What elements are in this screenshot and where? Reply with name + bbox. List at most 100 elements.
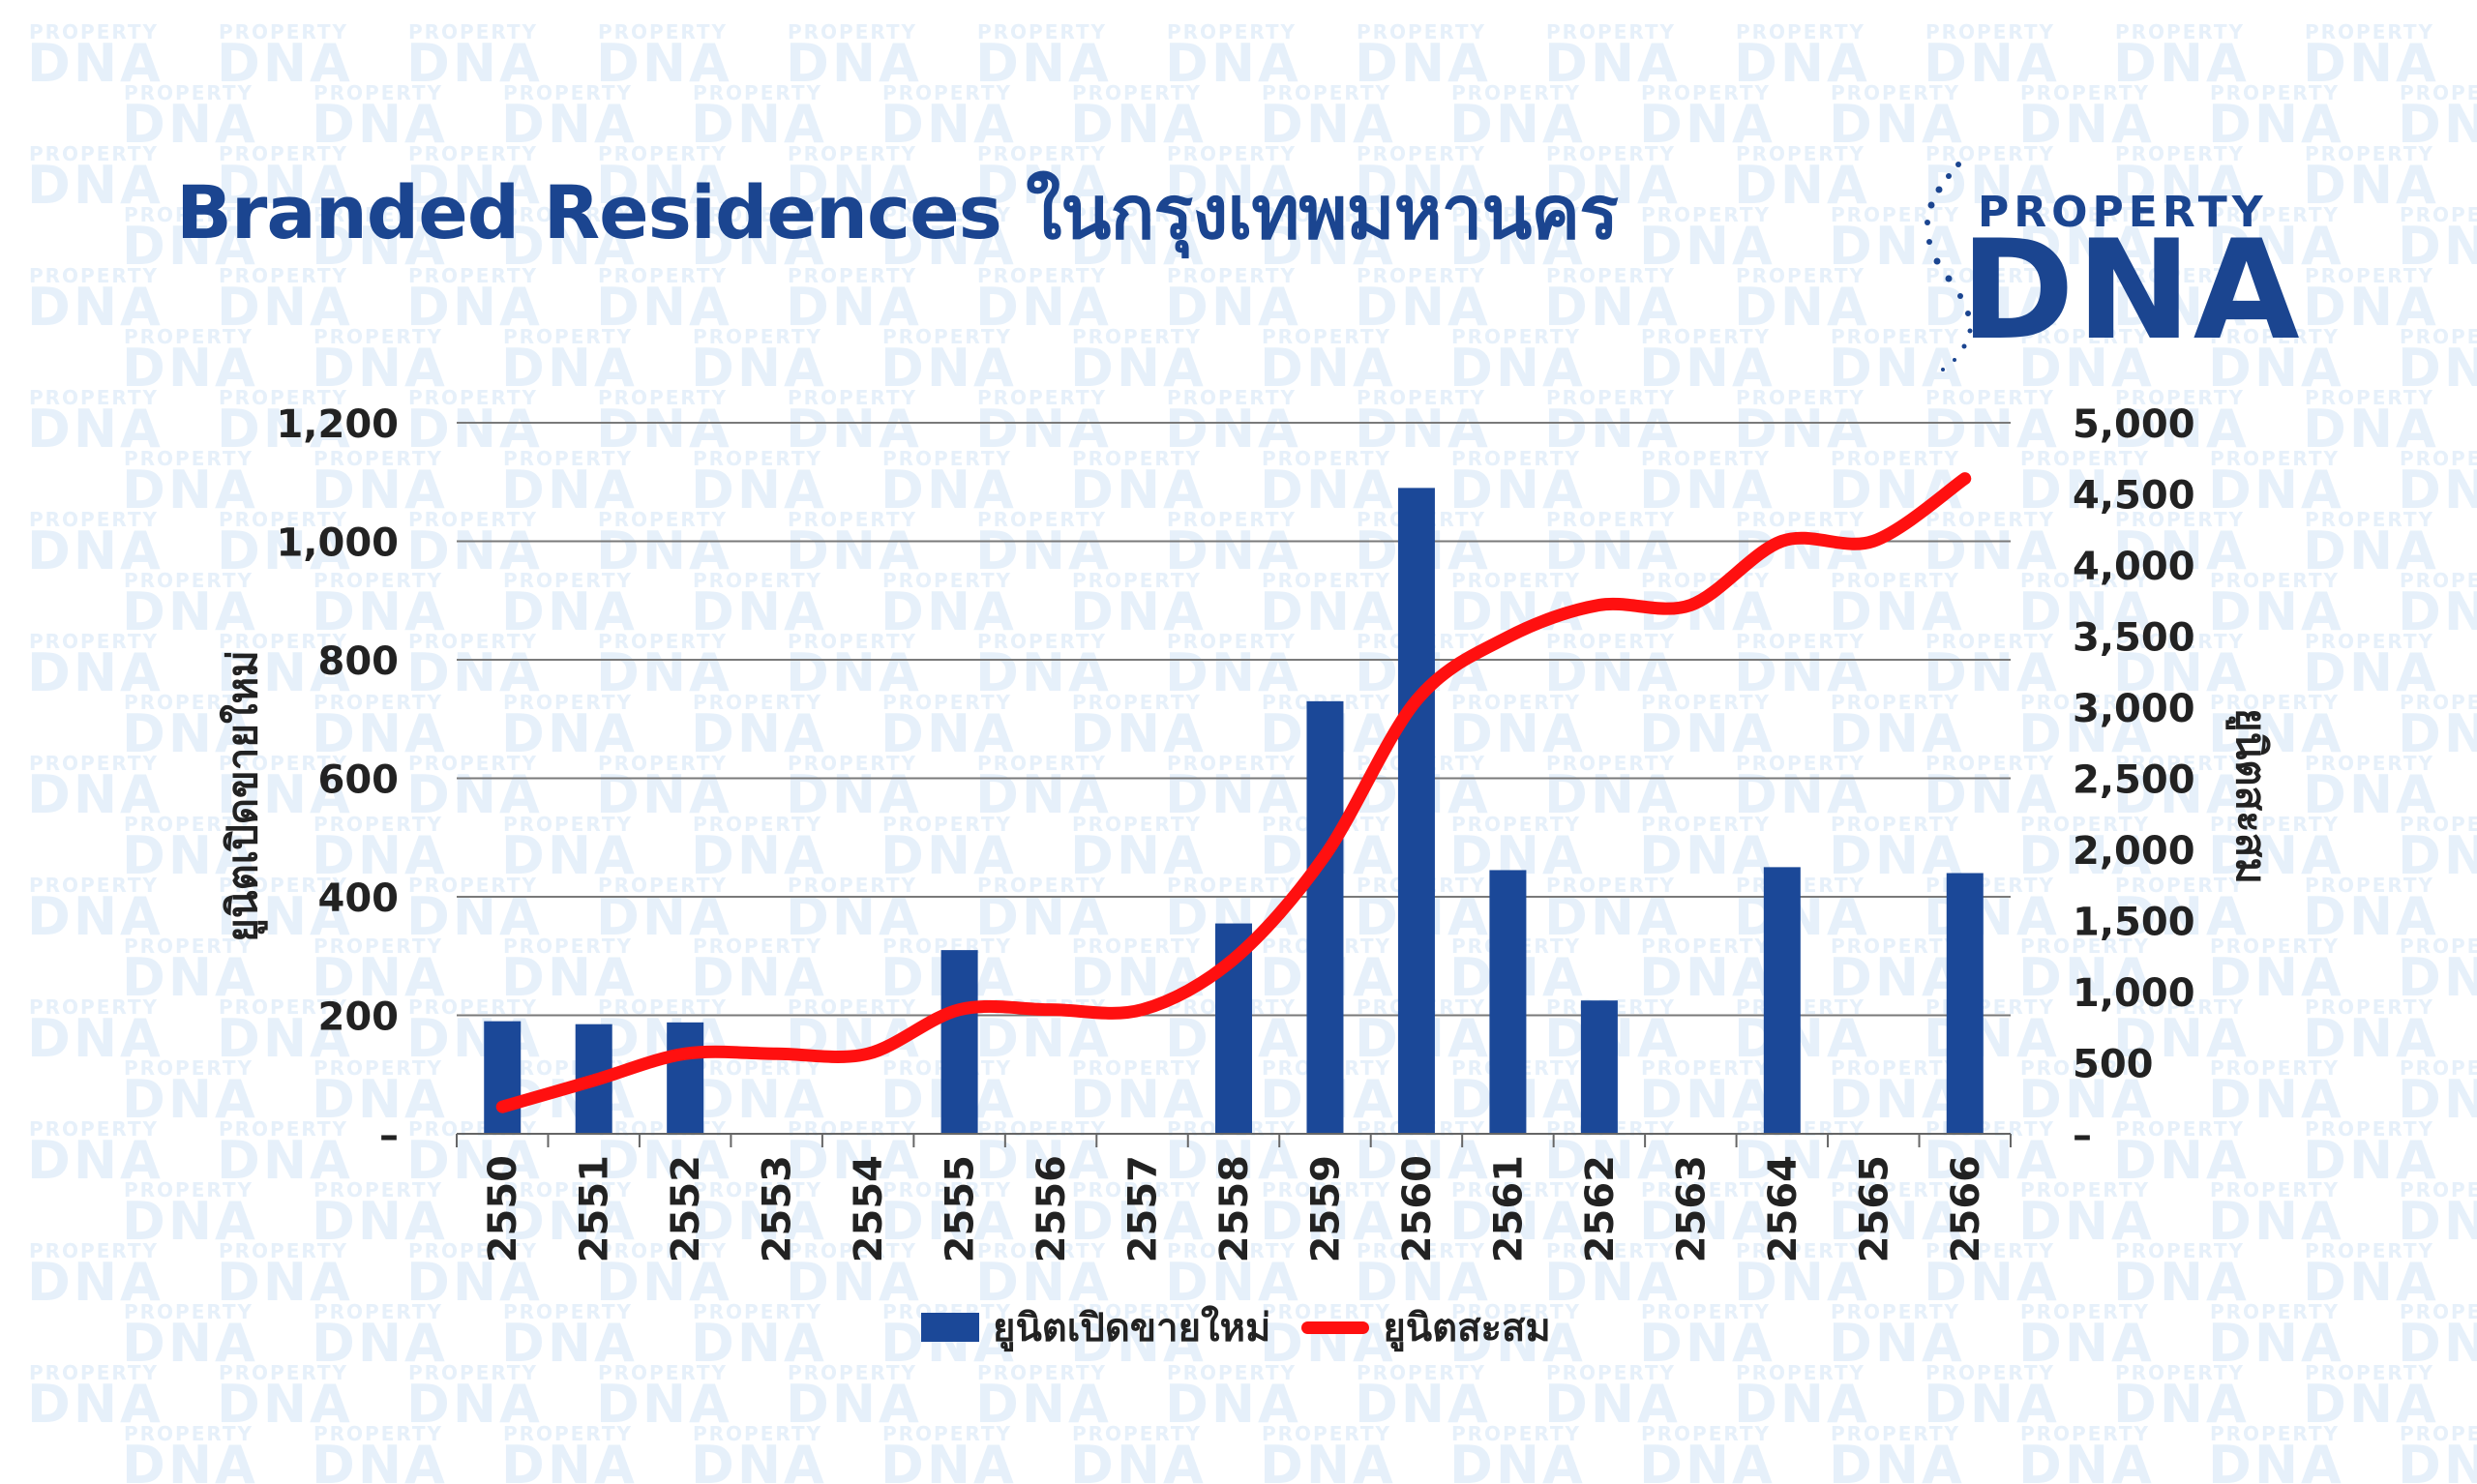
watermark-main-text: DNA: [1355, 277, 1491, 338]
watermark-top-text: PROPERTY: [29, 1239, 159, 1262]
legend-item-line: ยูนิตสะสม: [1301, 1296, 1551, 1358]
watermark-main-text: DNA: [1924, 764, 2060, 825]
watermark-main-text: DNA: [2208, 94, 2344, 155]
chart-title: Branded Residences ในกรุงเทพมหานคร: [176, 169, 1619, 255]
watermark-top-text: PROPERTY: [1641, 81, 1771, 104]
watermark-main-text: DNA: [691, 94, 827, 155]
watermark-main-text: DNA: [1070, 1435, 1207, 1484]
watermark-main-text: DNA: [1734, 1130, 1870, 1191]
watermark-main-text: DNA: [596, 1374, 732, 1435]
watermark-top-text: PROPERTY: [124, 81, 254, 104]
watermark-main-text: DNA: [2303, 642, 2439, 703]
watermark-top-text: PROPERTY: [1262, 325, 1391, 348]
watermark-top-text: PROPERTY: [788, 508, 917, 531]
watermark-top-text: PROPERTY: [29, 386, 159, 409]
watermark-top-text: PROPERTY: [598, 1117, 728, 1141]
watermark-top-text: PROPERTY: [1925, 142, 2055, 165]
watermark-top-text: PROPERTY: [124, 325, 254, 348]
watermark-top-text: PROPERTY: [313, 81, 443, 104]
watermark-main-text: DNA: [1070, 460, 1207, 520]
watermark-top-text: PROPERTY: [1831, 1300, 1960, 1323]
watermark-main-text: DNA: [1544, 277, 1681, 338]
watermark-main-text: DNA: [1449, 216, 1586, 277]
watermark-main-text: DNA: [406, 764, 543, 825]
watermark-main-text: DNA: [1639, 1435, 1776, 1484]
watermark-main-text: DNA: [2018, 1191, 2155, 1252]
watermark-main-text: DNA: [1070, 94, 1207, 155]
watermark-top-text: PROPERTY: [2305, 1117, 2434, 1141]
bar: [1946, 873, 1984, 1134]
watermark-top-text: PROPERTY: [598, 508, 728, 531]
watermark-top-text: PROPERTY: [503, 1422, 633, 1445]
watermark-main-text: DNA: [312, 1191, 448, 1252]
watermark-top-text: PROPERTY: [408, 874, 538, 897]
y2-tick-label: 3,000: [2073, 687, 2195, 731]
watermark-main-text: DNA: [1544, 155, 1681, 216]
watermark-top-text: PROPERTY: [503, 325, 633, 348]
watermark-main-text: DNA: [501, 703, 638, 764]
watermark-main-text: DNA: [1449, 338, 1586, 399]
watermark-main-text: DNA: [2113, 520, 2250, 581]
watermark-main-text: DNA: [1924, 277, 2060, 338]
watermark-top-text: PROPERTY: [503, 691, 633, 714]
watermark-top-text: PROPERTY: [598, 1361, 728, 1384]
watermark-main-text: DNA: [312, 825, 448, 886]
watermark-top-text: PROPERTY: [1546, 874, 1676, 897]
bar-series: [484, 488, 1984, 1134]
watermark-main-text: DNA: [1639, 947, 1776, 1008]
watermark-top-text: PROPERTY: [882, 1178, 1012, 1202]
watermark-main-text: DNA: [786, 155, 922, 216]
watermark-top-text: PROPERTY: [2400, 1056, 2477, 1080]
watermark-top-text: PROPERTY: [1546, 20, 1676, 44]
watermark-top-text: PROPERTY: [1357, 142, 1486, 165]
watermark-top-text: PROPERTY: [2115, 995, 2245, 1019]
watermark-top-text: PROPERTY: [788, 1117, 917, 1141]
watermark-top-text: PROPERTY: [2115, 386, 2245, 409]
watermark-main-text: DNA: [217, 33, 353, 94]
watermark-top-text: PROPERTY: [2020, 935, 2150, 958]
watermark-main-text: DNA: [1924, 1252, 2060, 1313]
watermark-top-text: PROPERTY: [1641, 691, 1771, 714]
y2-tick-label: 500: [2073, 1043, 2154, 1087]
y-tick-label: 400: [318, 876, 400, 921]
watermark-main-text: DNA: [786, 277, 922, 338]
watermark-top-text: PROPERTY: [1546, 386, 1676, 409]
watermark-top-text: PROPERTY: [598, 386, 728, 409]
watermark-main-text: DNA: [2208, 216, 2344, 277]
watermark-main-text: DNA: [2113, 1130, 2250, 1191]
watermark-top-text: PROPERTY: [1546, 1239, 1676, 1262]
watermark-main-text: DNA: [1544, 520, 1681, 581]
watermark-top-text: PROPERTY: [408, 1361, 538, 1384]
watermark-top-text: PROPERTY: [2115, 1361, 2245, 1384]
watermark-top-text: PROPERTY: [882, 1422, 1012, 1445]
watermark-main-text: DNA: [596, 764, 732, 825]
watermark-main-text: DNA: [2398, 94, 2477, 155]
watermark-main-text: DNA: [217, 764, 353, 825]
x-tick-label: 2552: [664, 1155, 708, 1262]
watermark-main-text: DNA: [691, 460, 827, 520]
watermark-top-text: PROPERTY: [408, 142, 538, 165]
watermark-top-text: PROPERTY: [1072, 1178, 1202, 1202]
watermark-top-text: PROPERTY: [219, 1239, 348, 1262]
watermark-main-text: DNA: [1165, 1252, 1301, 1313]
logo-top-text: PROPERTY: [1978, 188, 2268, 237]
watermark-main-text: DNA: [27, 155, 164, 216]
watermark-main-text: DNA: [691, 1313, 827, 1374]
watermark-top-text: PROPERTY: [1925, 630, 2055, 653]
watermark-top-text: PROPERTY: [313, 813, 443, 836]
watermark-main-text: DNA: [312, 216, 448, 277]
watermark-top-text: PROPERTY: [1831, 935, 1960, 958]
watermark-top-text: PROPERTY: [1641, 935, 1771, 958]
watermark-main-text: DNA: [2398, 216, 2477, 277]
watermark-top-text: PROPERTY: [1167, 264, 1297, 287]
watermark-main-text: DNA: [2018, 460, 2155, 520]
watermark-top-text: PROPERTY: [29, 752, 159, 775]
watermark-top-text: PROPERTY: [1641, 447, 1771, 470]
watermark-main-text: DNA: [1639, 1069, 1776, 1130]
watermark-main-text: DNA: [122, 1191, 258, 1252]
watermark-top-text: PROPERTY: [1451, 447, 1581, 470]
watermark-top-text: PROPERTY: [1736, 630, 1865, 653]
watermark-top-text: PROPERTY: [124, 447, 254, 470]
watermark-top-text: PROPERTY: [1072, 1300, 1202, 1323]
watermark-main-text: DNA: [1924, 1008, 2060, 1069]
